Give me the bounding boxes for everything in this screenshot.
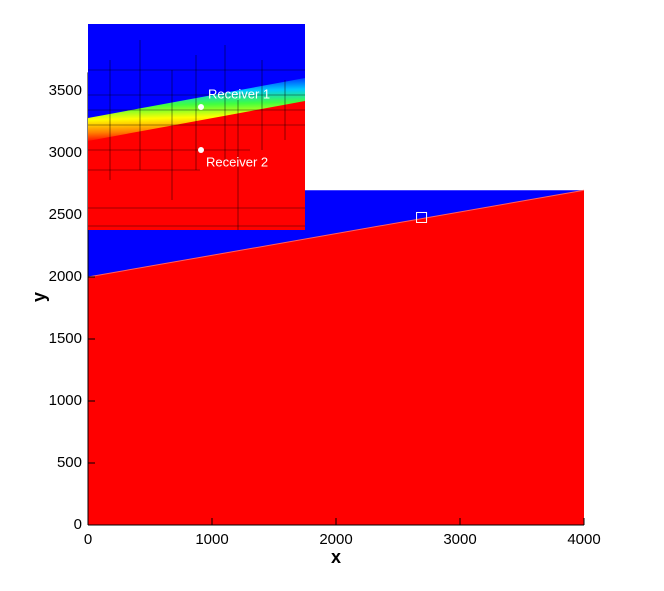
y-tick-label: 500 xyxy=(57,454,82,471)
x-tick-label: 0 xyxy=(84,531,92,548)
x-tick-label: 3000 xyxy=(443,531,476,548)
y-tick-label: 3000 xyxy=(49,144,82,161)
receiver-label: Receiver 2 xyxy=(206,154,268,169)
inset-lower xyxy=(88,101,305,230)
y-tick-label: 1000 xyxy=(49,392,82,409)
lower-region xyxy=(88,190,584,525)
interface-line xyxy=(87,189,585,278)
x-tick-label: 1000 xyxy=(195,531,228,548)
x-tick-label: 4000 xyxy=(567,531,600,548)
y-tick-label: 0 xyxy=(74,516,82,533)
receiver-point xyxy=(198,147,204,153)
x-tick-label: 2000 xyxy=(319,531,352,548)
y-tick-label: 3500 xyxy=(49,82,82,99)
y-axis-title: y xyxy=(29,292,49,302)
inset-mesh xyxy=(88,40,305,230)
y-tick-label: 2500 xyxy=(49,206,82,223)
y-tick-label: 2000 xyxy=(49,268,82,285)
receiver-point xyxy=(198,104,204,110)
receiver-label: Receiver 1 xyxy=(208,86,270,101)
x-axis-title: x xyxy=(331,547,341,567)
y-tick-label: 1500 xyxy=(49,330,82,347)
zoom-box xyxy=(416,211,428,223)
inset: Receiver 1 Receiver 2 xyxy=(88,24,305,230)
